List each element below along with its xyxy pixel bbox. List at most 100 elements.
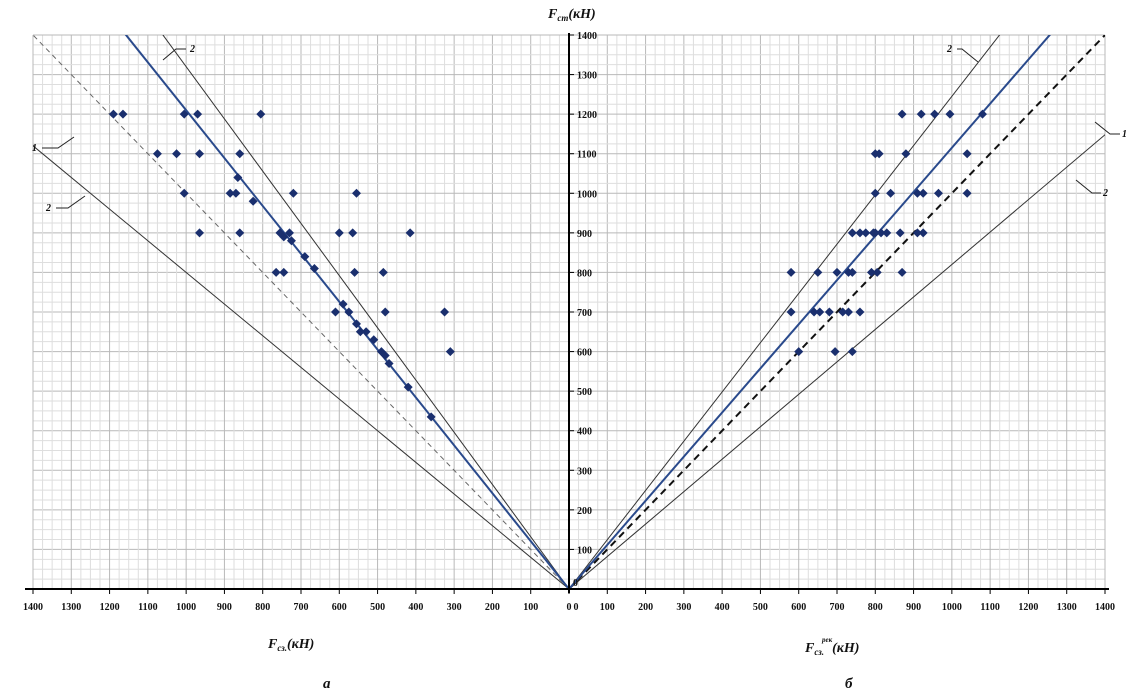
data-point-a xyxy=(300,252,310,262)
data-point-a xyxy=(361,327,371,337)
x-tick-label: 1400 xyxy=(1095,602,1115,613)
x-tick-label: 1300 xyxy=(1057,602,1077,613)
data-point-a xyxy=(285,228,295,238)
data-point-a xyxy=(152,149,162,159)
y-tick-label: 400 xyxy=(577,427,592,438)
line-label-2-a-top: 2 xyxy=(189,44,195,55)
line-label-2-b-bottom-leader xyxy=(1075,179,1101,194)
data-point-a xyxy=(352,319,362,329)
data-point-b xyxy=(933,188,943,198)
y-tick-label: 100 xyxy=(577,545,592,556)
data-point-b xyxy=(882,228,892,238)
y-tick-label: 1300 xyxy=(577,71,597,82)
data-point-a xyxy=(338,299,348,309)
data-point-a xyxy=(334,228,344,238)
data-point-a xyxy=(330,307,340,317)
bound-line-upper-b xyxy=(568,35,1001,589)
data-point-b xyxy=(897,267,907,277)
bound-line-lower-a xyxy=(33,145,570,589)
data-point-b xyxy=(786,307,796,317)
x-tick-label: 0 xyxy=(567,602,572,613)
line-label-2-b-top: 2 xyxy=(946,44,952,55)
data-point-a xyxy=(231,188,241,198)
x-tick-label: 1400 xyxy=(23,602,43,613)
x-tick-label: 900 xyxy=(906,602,921,613)
data-point-b xyxy=(912,228,922,238)
data-point-a xyxy=(445,347,455,357)
tick-labels: 1400 1300 1200 1100 1000 900 800 700 600 500 400 30… xyxy=(23,31,1115,613)
y-tick-label: 800 xyxy=(577,268,592,279)
bound-line-upper-a xyxy=(162,35,570,589)
y-tick-label: 300 xyxy=(577,466,592,477)
x-tick-label: 100 xyxy=(600,602,615,613)
data-point-a xyxy=(440,307,450,317)
x-tick-label: 400 xyxy=(715,602,730,613)
data-point-b xyxy=(876,228,886,238)
data-points xyxy=(108,109,987,422)
data-point-a xyxy=(369,335,379,345)
data-point-b xyxy=(815,307,825,317)
y-axis-title: Fст(кН) xyxy=(547,7,596,23)
data-point-b xyxy=(832,267,842,277)
data-point-a xyxy=(195,149,205,159)
x-tick-label: 300 xyxy=(676,602,691,613)
bound-line-lower-b xyxy=(568,134,1105,589)
x-tick-label: 1100 xyxy=(980,602,999,613)
y-tick-label: 1400 xyxy=(577,31,597,42)
data-point-b xyxy=(843,307,853,317)
data-point-b xyxy=(824,307,834,317)
line-1-b xyxy=(568,35,1105,589)
panel-label-b: б xyxy=(845,676,853,692)
data-point-b xyxy=(786,267,796,277)
data-point-a xyxy=(344,307,354,317)
data-point-a xyxy=(271,267,281,277)
data-point-a xyxy=(193,109,203,119)
data-point-a xyxy=(195,228,205,238)
data-point-a xyxy=(108,109,118,119)
data-point-a xyxy=(179,109,189,119)
annotations: 2 1 2 2 1 2 xyxy=(32,44,1127,214)
data-point-a xyxy=(380,351,390,361)
x-tick-label: 700 xyxy=(830,602,845,613)
data-point-b xyxy=(945,109,955,119)
x-tick-label: 200 xyxy=(638,602,653,613)
data-point-b xyxy=(930,109,940,119)
data-point-a xyxy=(348,228,358,238)
data-point-a xyxy=(235,149,245,159)
data-point-b xyxy=(847,347,857,357)
line-label-1-b-leader xyxy=(1094,121,1120,135)
regression-line-b xyxy=(568,35,1052,589)
x-tick-label: 200 xyxy=(485,602,500,613)
data-point-b xyxy=(830,347,840,357)
x-tick-label: 800 xyxy=(255,602,270,613)
line-label-2-b-top-leader xyxy=(957,48,979,63)
data-point-b xyxy=(861,228,871,238)
line-label-2-a-top-leader xyxy=(162,48,186,61)
data-point-b xyxy=(794,347,804,357)
data-point-b xyxy=(918,228,928,238)
data-point-a xyxy=(256,109,266,119)
x-tick-label: 600 xyxy=(791,602,806,613)
y-tick-label: 500 xyxy=(577,387,592,398)
line-label-2-a-bottom: 2 xyxy=(45,203,51,214)
axes xyxy=(25,33,1109,594)
data-point-a xyxy=(179,188,189,198)
x-tick-label: 0 xyxy=(574,602,579,613)
data-point-a xyxy=(288,188,298,198)
x-tick-label: 100 xyxy=(523,602,538,613)
data-point-b xyxy=(916,109,926,119)
data-point-b xyxy=(962,149,972,159)
data-point-a xyxy=(279,267,289,277)
data-point-b xyxy=(912,188,922,198)
data-point-a xyxy=(355,327,365,337)
line-label-1-a: 1 xyxy=(32,143,37,154)
data-point-b xyxy=(918,188,928,198)
x-tick-label: 1100 xyxy=(138,602,157,613)
data-point-a xyxy=(426,412,436,422)
data-point-b xyxy=(847,267,857,277)
panel-label-a: а xyxy=(323,676,331,692)
line-label-2-a-bottom-leader xyxy=(56,195,86,209)
data-point-a xyxy=(233,172,243,182)
x-tick-label: 900 xyxy=(217,602,232,613)
